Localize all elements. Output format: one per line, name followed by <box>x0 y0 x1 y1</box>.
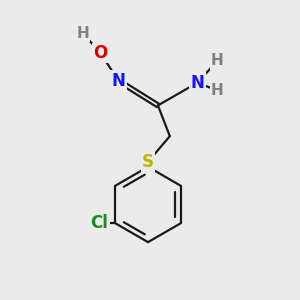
Text: Cl: Cl <box>91 214 109 232</box>
Text: O: O <box>93 44 108 62</box>
Text: H: H <box>211 53 224 68</box>
Text: N: N <box>111 72 125 90</box>
Text: S: S <box>142 153 154 171</box>
Text: N: N <box>190 74 205 92</box>
Text: H: H <box>76 26 89 40</box>
Text: H: H <box>211 83 224 98</box>
